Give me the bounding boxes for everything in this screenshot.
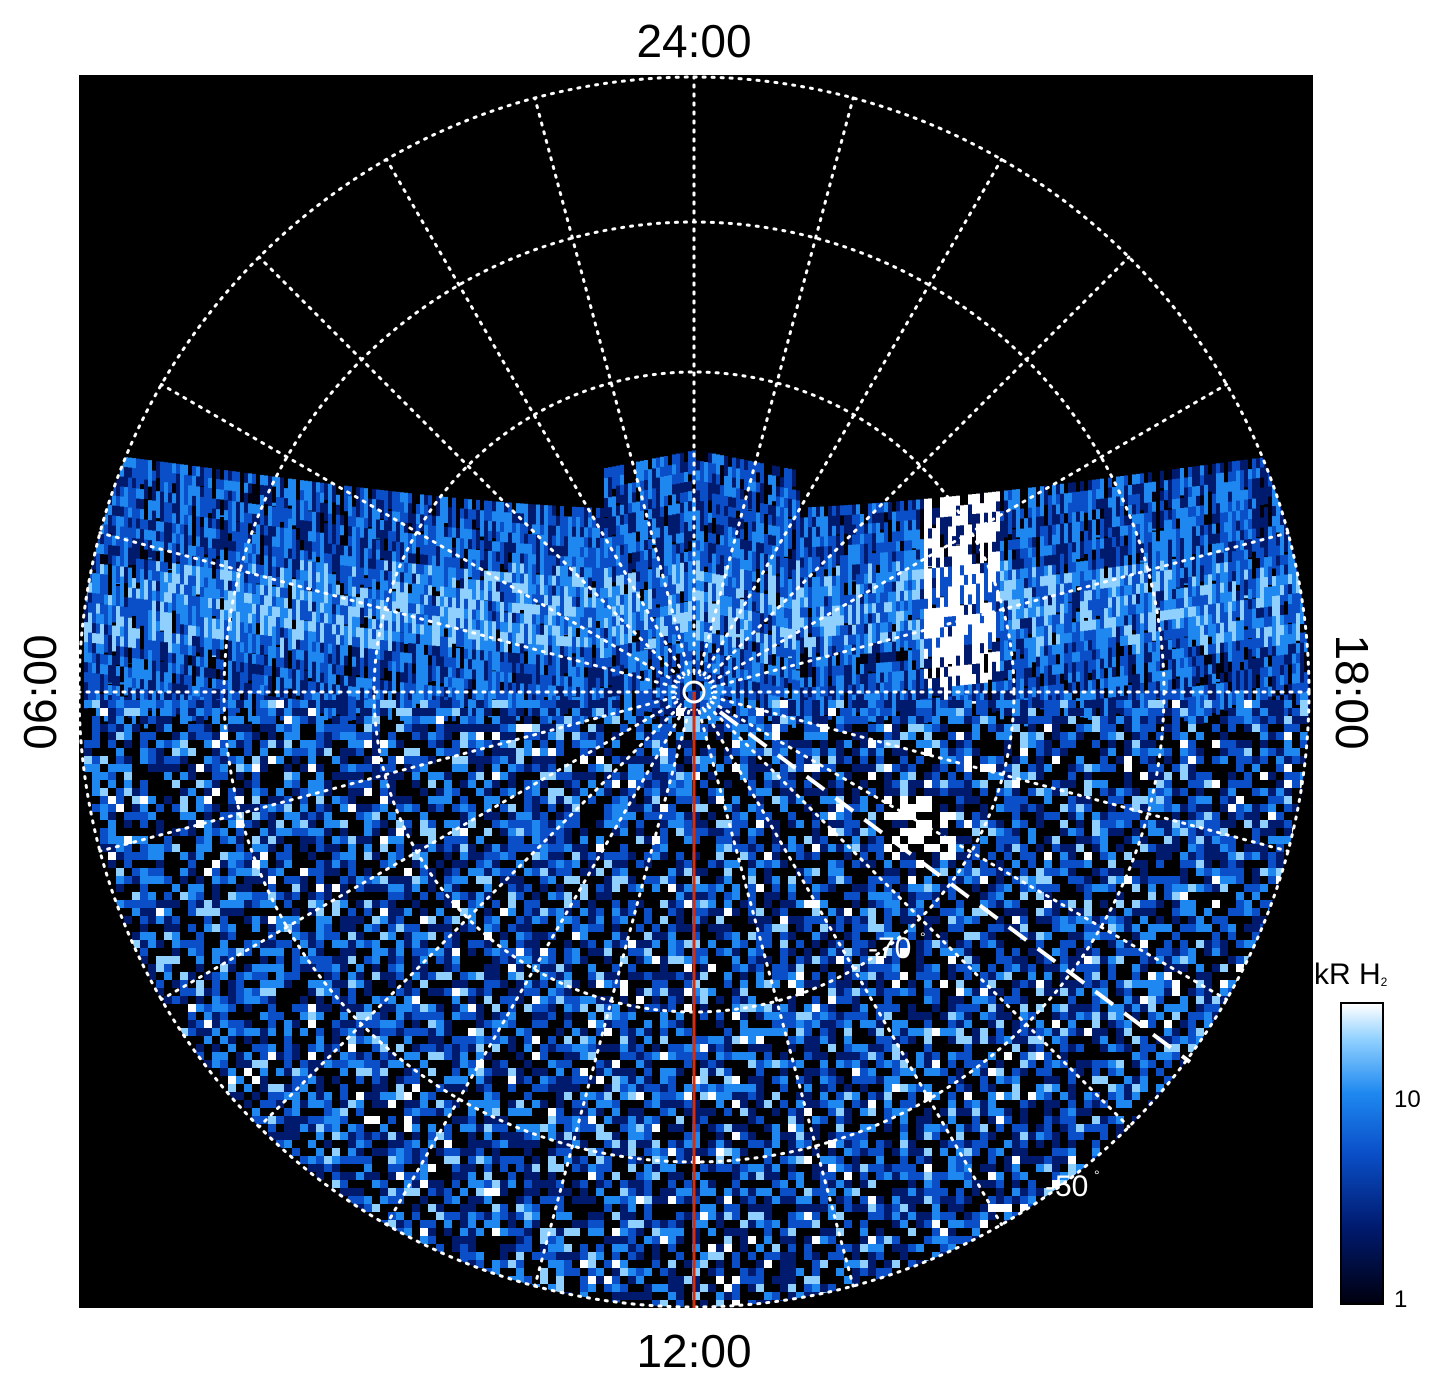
colorbar-title: kR H2 — [1314, 958, 1388, 991]
local-time-label-bottom: 12:00 — [636, 1325, 752, 1377]
dashed-track-line — [718, 710, 1192, 1064]
colorbar-tick-10: 10 — [1394, 1086, 1421, 1113]
colorbar — [1340, 1002, 1384, 1305]
latitude-label-70: -70 — [868, 932, 911, 965]
colorbar-tick-1: 1 — [1394, 1286, 1408, 1313]
pole-ring — [675, 673, 713, 711]
local-time-label-top: 24:00 — [636, 15, 752, 67]
latitude-label-50: -50 — [1045, 1170, 1088, 1203]
pole-marker — [682, 680, 706, 704]
